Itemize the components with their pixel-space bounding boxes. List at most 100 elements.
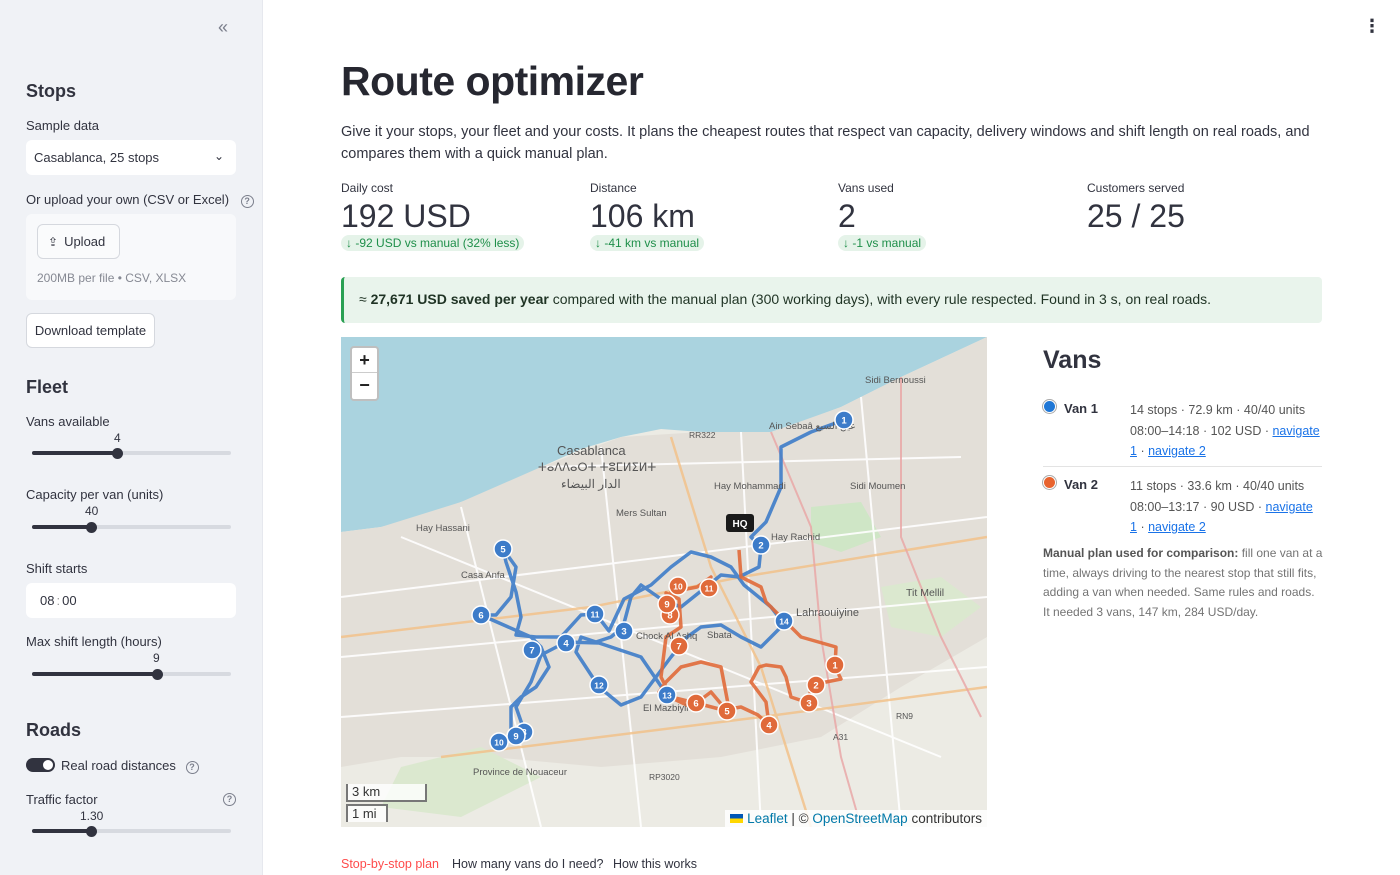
slider-thumb[interactable] <box>112 447 124 459</box>
upload-hint: 200MB per file • CSV, XLSX <box>37 271 187 285</box>
van2-stop-marker[interactable]: 3 <box>799 693 819 713</box>
stop-marker-circle <box>774 611 794 631</box>
stop-marker-label: 1 <box>841 416 847 427</box>
van2-stop-marker[interactable]: 5 <box>717 701 737 721</box>
banner-highlight: 27,671 USD saved per year <box>370 291 549 307</box>
stop-marker-label: 9 <box>664 600 669 611</box>
real-road-distances-toggle[interactable] <box>26 758 55 772</box>
navigate-1-link[interactable]: navigate 1 <box>1130 499 1313 535</box>
upload-label: Or upload your own (CSV or Excel) ? <box>26 192 254 208</box>
osm-link[interactable]: OpenStreetMap <box>812 811 908 826</box>
metric-label: Distance <box>590 181 637 195</box>
van-1-row[interactable]: Van 1 14 stops · 72.9 km · 40/40 units 0… <box>1043 400 1322 460</box>
navigate-2-link[interactable]: navigate 2 <box>1148 520 1206 534</box>
traffic-factor-value: 1.30 <box>80 809 104 823</box>
tab-how-many-vans[interactable]: How many vans do I need? <box>452 857 604 871</box>
traffic-factor-slider[interactable] <box>32 825 231 837</box>
help-icon[interactable]: ? <box>185 761 199 774</box>
sample-data-select[interactable]: Casablanca, 25 stops ⌄ <box>26 140 236 175</box>
van2-stop-marker[interactable]: 6 <box>686 693 706 713</box>
slider-thumb[interactable] <box>151 668 163 680</box>
van-color-dot[interactable] <box>1043 476 1056 489</box>
slider-thumb[interactable] <box>86 521 98 533</box>
upload-button[interactable]: ⇪ Upload <box>37 224 120 259</box>
leaflet-link[interactable]: Leaflet <box>747 811 788 826</box>
place-label: Casablanca <box>557 443 626 458</box>
route-map[interactable]: Casablanca ⵜⴰⴷⴷⴰⵔⵜ ⵜⵓⵎⵍⵉⵍⵜ الدار البيضاء… <box>341 337 987 827</box>
van2-stop-marker[interactable]: 2 <box>806 675 826 695</box>
van1-stop-marker[interactable]: 11 <box>585 604 605 624</box>
toggle-label-text: Real road distances <box>61 758 176 773</box>
metric-delta: ↓ -1 vs manual <box>838 235 927 251</box>
link-separator: · <box>1140 444 1145 458</box>
van1-stop-marker[interactable]: 12 <box>589 675 609 695</box>
van1-stop-marker[interactable]: 14 <box>774 611 794 631</box>
stop-marker-circle <box>699 578 719 598</box>
help-icon[interactable]: ? <box>240 195 254 208</box>
stop-marker-label: 10 <box>494 738 504 748</box>
van2-stop-marker[interactable]: 9 <box>657 594 677 614</box>
van-color-dot[interactable] <box>1043 400 1056 413</box>
tab-how-this-works[interactable]: How this works <box>613 857 698 871</box>
stop-marker-circle <box>657 685 677 705</box>
capacity-label: Capacity per van (units) <box>26 487 164 502</box>
vans-available-slider[interactable] <box>32 447 231 459</box>
van1-stop-marker[interactable]: 10 <box>489 732 509 752</box>
stop-marker-circle <box>657 594 677 614</box>
van-info: 14 stops · 72.9 km · 40/40 units 08:00–1… <box>1130 400 1323 462</box>
zoom-out-button[interactable]: − <box>359 375 370 395</box>
place-label: الدار البيضاء <box>561 477 621 491</box>
stop-marker-label: 3 <box>806 699 811 710</box>
tab-stop-by-stop-plan[interactable]: Stop-by-stop plan <box>341 857 439 871</box>
van1-stop-marker[interactable]: 9 <box>506 726 526 746</box>
traffic-factor-label: Traffic factor ? <box>26 792 236 807</box>
kebab-menu-icon[interactable]: ⋮ <box>1363 16 1381 36</box>
van2-stop-marker[interactable]: 10 <box>668 576 688 596</box>
stop-marker-label: 5 <box>724 707 730 718</box>
capacity-slider[interactable] <box>32 521 231 533</box>
scale-mi: 1 mi <box>346 804 388 822</box>
depot-marker[interactable]: HQ <box>726 514 754 532</box>
file-dropzone[interactable]: ⇪ Upload 200MB per file • CSV, XLSX <box>26 214 236 300</box>
van1-stop-marker[interactable]: 3 <box>614 621 634 641</box>
stop-marker-circle <box>506 726 526 746</box>
van1-stop-marker[interactable]: 7 <box>522 640 542 660</box>
park <box>881 577 981 637</box>
slider-thumb[interactable] <box>86 825 98 837</box>
help-icon[interactable]: ? <box>223 793 236 806</box>
van1-stop-marker[interactable]: 6 <box>471 605 491 625</box>
place-label: Tit Mellil <box>906 587 944 599</box>
van1-stop-marker[interactable]: 1 <box>834 410 854 430</box>
max-shift-slider[interactable] <box>32 668 231 680</box>
place-label: Hay Hassani <box>416 523 470 534</box>
van-2-row[interactable]: Van 2 11 stops · 33.6 km · 40/40 units 0… <box>1043 476 1322 536</box>
van2-stop-marker[interactable]: 7 <box>669 636 689 656</box>
sample-data-value: Casablanca, 25 stops <box>34 150 160 165</box>
stop-marker-circle <box>686 693 706 713</box>
download-template-button[interactable]: Download template <box>26 313 155 348</box>
metric-vans-used: Vans used 2 ↓ -1 vs manual <box>838 181 927 252</box>
navigate-1-link[interactable]: navigate 1 <box>1130 423 1320 459</box>
place-label: Sidi Bernoussi <box>865 375 926 386</box>
van2-stop-marker[interactable]: 1 <box>825 655 845 675</box>
van2-stop-marker[interactable]: 11 <box>699 578 719 598</box>
van2-stop-marker[interactable]: 4 <box>759 715 779 735</box>
zoom-in-button[interactable]: + <box>352 348 377 373</box>
van1-stop-marker[interactable]: 13 <box>657 685 677 705</box>
van1-stop-marker[interactable]: 4 <box>556 633 576 653</box>
place-label: Casa Anfa <box>461 570 506 581</box>
shift-start-minute: 00 <box>62 593 77 608</box>
van-name: Van 2 <box>1064 477 1098 492</box>
stop-marker-circle <box>489 732 509 752</box>
shift-start-time-input[interactable]: 08:00 <box>26 583 236 618</box>
stop-markers: 12345678910111213141234567891011 <box>471 410 854 752</box>
metric-delta: ↓ -41 km vs manual <box>590 235 705 251</box>
chevrons-left-icon[interactable]: « <box>217 17 228 37</box>
van-schedule: 08:00–14:18 · 102 USD · <box>1130 423 1269 438</box>
place-label: Hay Rachid <box>771 532 820 543</box>
van1-stop-marker[interactable]: 5 <box>493 539 513 559</box>
navigate-2-link[interactable]: navigate 2 <box>1148 444 1206 458</box>
van1-stop-marker[interactable]: 2 <box>751 535 771 555</box>
van-schedule: 08:00–13:17 · 90 USD · <box>1130 499 1263 514</box>
stop-marker-circle <box>556 633 576 653</box>
